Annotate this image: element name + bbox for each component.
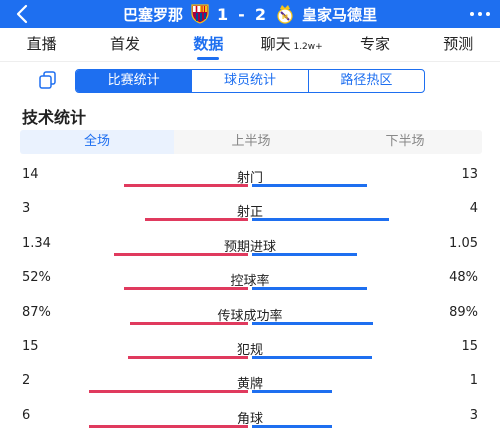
nav-tab[interactable]: 专家 (333, 28, 416, 61)
away-stat-bar (252, 390, 332, 394)
home-stat-value: 3 (22, 201, 31, 217)
main-nav: 直播 首发 数据 聊天 1.2w+ 专家 预测 (0, 28, 500, 62)
period-tab[interactable]: 下半场 (328, 130, 482, 154)
nav-tab-badge: 1.2w+ (290, 42, 323, 52)
away-stat-value: 89% (449, 304, 478, 320)
back-button[interactable] (12, 3, 34, 25)
away-stat-value: 15 (461, 338, 478, 354)
away-stat-value: 13 (461, 167, 478, 182)
svg-text:M: M (282, 14, 288, 21)
stats-segment-tab[interactable]: 球员统计 (192, 70, 309, 92)
home-stat-value: 2 (22, 373, 31, 389)
away-score: 2 (254, 4, 268, 24)
stats-segment-control: 比赛统计 球员统计 路径热区 (75, 69, 425, 93)
away-stat-bar (252, 252, 357, 256)
stat-row: 3 射正 4 (0, 194, 500, 228)
away-stat-value: 3 (469, 407, 478, 423)
stat-label: 黄牌 (236, 377, 263, 393)
away-stat-value: 1.05 (449, 235, 478, 251)
home-stat-bar (124, 184, 248, 187)
nav-tab[interactable]: 聊天 1.2w+ (250, 28, 333, 61)
away-stat-value: 1 (469, 373, 478, 389)
sub-tab-bar: 比赛统计 球员统计 路径热区 (0, 62, 500, 98)
period-tab[interactable]: 上半场 (174, 130, 328, 154)
away-stat-value: 4 (469, 201, 478, 217)
barcelona-crest-icon (191, 4, 209, 24)
period-tab[interactable]: 全场 (20, 130, 174, 154)
home-team-name: 巴塞罗那 (123, 5, 184, 24)
stat-label: 控球率 (230, 274, 270, 290)
nav-tab-label: 数据 (193, 35, 224, 53)
home-stat-bar (130, 321, 248, 325)
stat-label: 角球 (236, 411, 263, 427)
home-score: 1 (217, 4, 231, 24)
away-stat-bar (252, 287, 367, 291)
stat-label: 射正 (236, 205, 263, 221)
stat-row: 15 犯规 15 (0, 332, 500, 366)
away-team-name: 皇家马德里 (301, 5, 377, 24)
score-separator: - (238, 4, 247, 24)
stat-label: 传球成功率 (217, 308, 283, 324)
home-stat-value: 52% (22, 270, 51, 286)
away-stat-bar (252, 321, 373, 325)
home-stat-value: 87% (22, 304, 51, 320)
match-header: 巴塞罗那 1 - 2 M 皇家马德里 (0, 0, 500, 28)
section-title: 技术统计 (22, 108, 87, 127)
nav-tab-label: 专家 (359, 35, 390, 53)
stat-row: 87% 传球成功率 89% (0, 298, 500, 332)
real-madrid-crest-icon: M (276, 4, 294, 24)
stat-label: 犯规 (236, 342, 263, 358)
nav-tab-label: 首发 (109, 35, 140, 53)
score-row: 巴塞罗那 1 - 2 M 皇家马德里 (100, 0, 400, 28)
home-stat-bar (145, 218, 248, 222)
home-stat-value: 15 (22, 338, 39, 354)
home-stat-value: 1.34 (22, 235, 51, 251)
stats-segment-tab[interactable]: 比赛统计 (76, 70, 193, 92)
stat-label: 射门 (236, 171, 263, 186)
away-stat-bar (252, 218, 389, 222)
nav-tab-label: 直播 (26, 35, 57, 53)
away-stat-bar (252, 424, 332, 428)
away-stat-bar (252, 184, 367, 187)
nav-tab[interactable]: 数据 (167, 28, 250, 61)
copy-icon[interactable] (38, 70, 58, 90)
stat-row: 6 角球 3 (0, 401, 500, 435)
home-stat-bar (124, 287, 248, 291)
nav-tab-label: 预测 (443, 35, 474, 53)
nav-tab-label: 聊天 (260, 35, 291, 53)
stats-list: 14 射门 13 3 射正 4 1.34 预期进球 1.05 52% 控球率 48% 87% 传球成功率 8… (0, 160, 500, 435)
stats-segment-tab[interactable]: 路径热区 (340, 73, 393, 88)
home-stat-bar (114, 252, 248, 256)
home-stat-bar (89, 390, 248, 394)
nav-tab[interactable]: 首发 (83, 28, 166, 61)
stat-row: 52% 控球率 48% (0, 263, 500, 297)
home-stat-bar (128, 355, 248, 359)
home-stat-value: 14 (22, 167, 39, 182)
nav-tab[interactable]: 预测 (417, 28, 500, 61)
period-tabs: 全场 上半场 下半场 (20, 130, 482, 154)
stat-label: 预期进球 (223, 239, 276, 255)
stat-row: 2 黄牌 1 (0, 366, 500, 400)
home-stat-bar (89, 424, 248, 428)
more-options-icon[interactable] (470, 4, 490, 24)
away-stat-value: 48% (449, 270, 478, 286)
away-stat-bar (252, 355, 372, 359)
stat-row: 1.34 预期进球 1.05 (0, 229, 500, 263)
stat-row: 14 射门 13 (0, 160, 500, 194)
home-stat-value: 6 (22, 407, 31, 423)
nav-tab[interactable]: 直播 (0, 28, 83, 61)
chevron-left-icon (16, 4, 28, 24)
